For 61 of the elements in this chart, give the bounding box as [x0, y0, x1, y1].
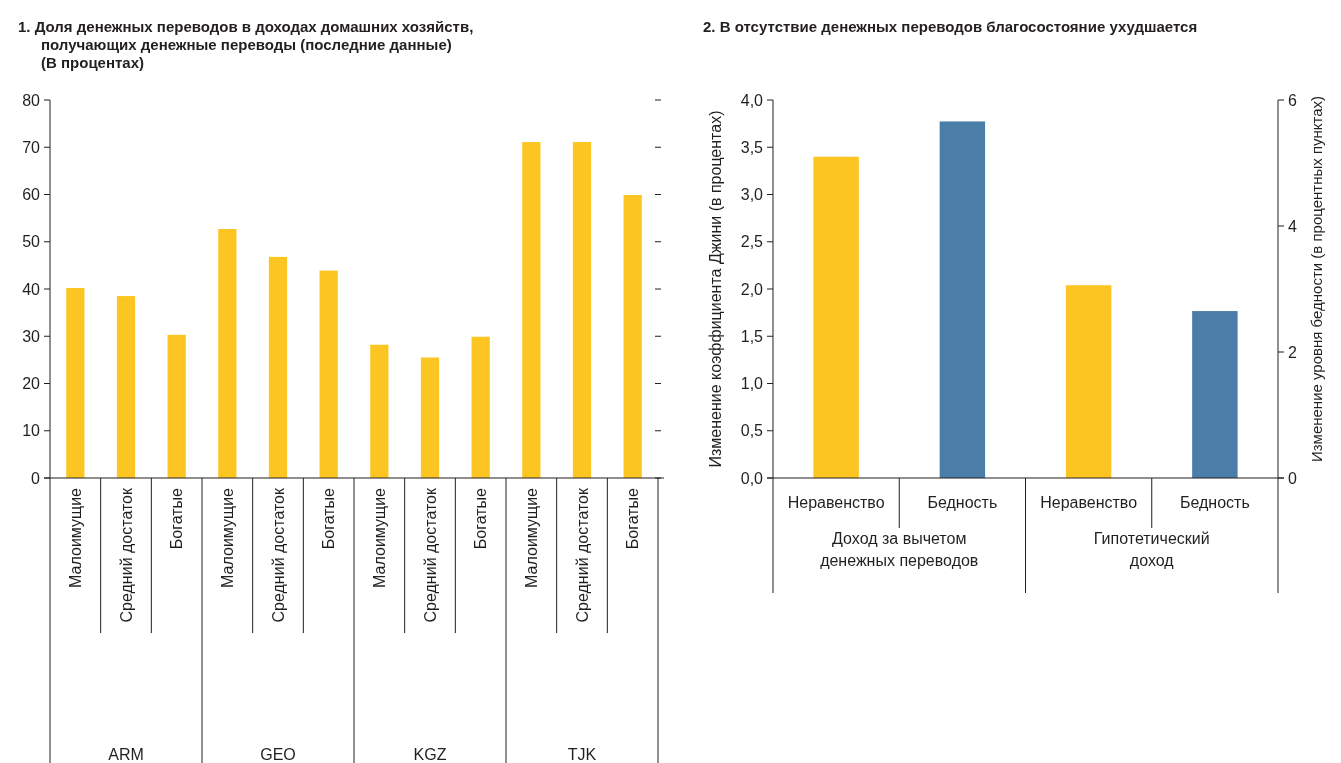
x-tick-label: Богатые — [472, 487, 490, 550]
y-tick-label: 80 — [22, 91, 41, 109]
text: GEO — [260, 746, 296, 763]
y-tick-label: 3,0 — [740, 186, 764, 204]
x-tick-label: Бедность — [1179, 494, 1250, 511]
y2-tick-label: 6 — [1288, 91, 1297, 109]
x-tick-label: Средний достаток — [573, 487, 591, 623]
x-tick-label: Малоимущие — [66, 487, 84, 588]
text: KGZ — [413, 746, 447, 763]
y-tick-label: 2,5 — [740, 233, 764, 251]
text: Гипотетический доход — [1093, 530, 1210, 569]
x-tick-label: Богатые — [320, 487, 338, 550]
x-tick-label: Малоимущие — [370, 487, 388, 588]
y-tick-label: 1,0 — [740, 375, 764, 393]
y-tick-label: 40 — [22, 280, 41, 298]
bar — [623, 194, 642, 478]
y-tick-label: 4,0 — [740, 91, 764, 109]
x-tick-label: Неравенство — [787, 494, 885, 511]
bar — [116, 296, 136, 478]
y-tick-label: 50 — [22, 233, 41, 251]
y-tick-label: 10 — [22, 422, 41, 440]
bar — [420, 357, 440, 478]
y-tick-label: 3,5 — [740, 138, 764, 156]
y2-tick-label: 2 — [1288, 343, 1297, 361]
x-tick-label: Неравенство — [1040, 494, 1138, 511]
bar — [268, 256, 288, 478]
bar — [218, 228, 237, 478]
x-tick-label: Средний достаток — [421, 487, 439, 623]
bar — [572, 142, 592, 478]
x-tick-label: Средний достаток — [269, 487, 287, 623]
x-tick-label: Малоимущие — [218, 487, 236, 588]
y-tick-label: 60 — [22, 186, 41, 204]
y-axis-title: Изменение коэффициента Джини (в процентах) — [707, 110, 724, 468]
y2-tick-label: 4 — [1288, 217, 1297, 235]
y-tick-label: 20 — [22, 375, 41, 393]
y2-axis-title: Изменение уровня бедности (в процентных пунктах) — [1308, 95, 1325, 463]
bar — [319, 270, 338, 478]
x-tick-label: Богатые — [168, 487, 186, 550]
bar — [370, 344, 389, 478]
y-tick-label: 0,0 — [740, 469, 764, 487]
bar — [167, 334, 186, 478]
bar — [471, 336, 490, 478]
chart-title: 1. Доля денежных переводов в доходах домашних хозяйств, получающих денежные переводы (последние данные) — [18, 18, 474, 53]
y-tick-label: 70 — [22, 138, 41, 156]
text: ARM — [108, 746, 144, 763]
bar — [66, 288, 85, 478]
chart-subtitle: (В процентах) — [41, 54, 145, 71]
y-tick-label: 2,0 — [740, 280, 764, 298]
y-tick-label: 0,5 — [740, 422, 764, 440]
y-tick-label: 0 — [31, 469, 41, 487]
y2-tick-label: 0 — [1288, 469, 1297, 487]
x-tick-label: Малоимущие — [522, 487, 540, 588]
y-tick-label: 30 — [22, 327, 41, 345]
bar — [522, 142, 541, 478]
text: Доход за вычетом денежных переводов — [820, 530, 979, 569]
y-tick-label: 1,5 — [740, 327, 764, 345]
chart-title: 2. В отсутствие денежных переводов благосостояние ухудшается — [703, 18, 1198, 35]
x-tick-label: Богатые — [624, 487, 642, 550]
text: TJK — [567, 746, 597, 763]
x-tick-label: Средний достаток — [117, 487, 135, 623]
x-tick-label: Бедность — [927, 494, 998, 511]
